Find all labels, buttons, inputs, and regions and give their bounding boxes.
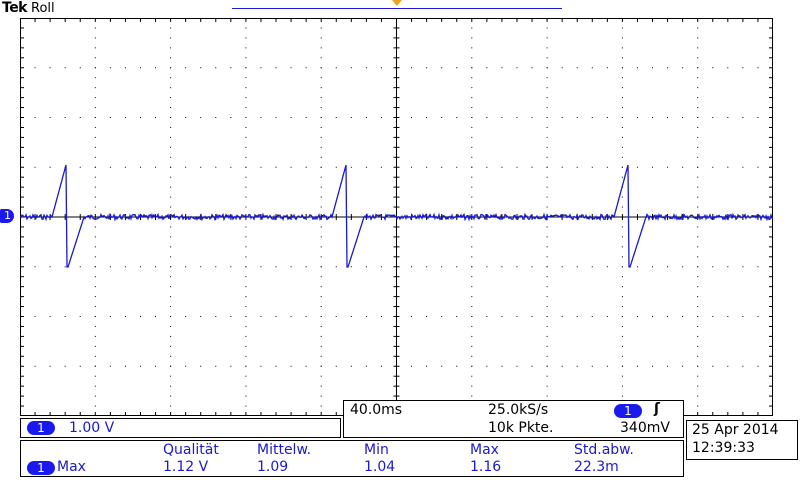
header-stddev: Std.abw. (574, 442, 634, 458)
time-display: 12:39:33 (692, 440, 755, 456)
channel-1-trace (20, 164, 773, 268)
datetime-box: 25 Apr 2014 12:39:33 (686, 420, 798, 460)
sample-rate: 25.0kS/s (488, 402, 549, 418)
value-stddev: 22.3m (574, 459, 619, 475)
trigger-position-marker-icon (392, 0, 402, 6)
value-max: 1.16 (470, 459, 502, 475)
rising-edge-icon: ʃ (654, 401, 660, 417)
trigger-level: 340mV (620, 420, 670, 436)
measurement-type: Max (57, 459, 86, 475)
measurement-box[interactable]: 1 Max Qualität Mittelw. Min Max Std.abw.… (20, 440, 684, 477)
brand-label: Tek Roll (2, 0, 55, 16)
record-position-bar (232, 8, 562, 9)
brand-logo: Tek (2, 0, 28, 16)
channel-1-badge: 1 (27, 421, 55, 435)
waveform-display (20, 18, 773, 416)
channel-1-ground-marker[interactable]: 1 (0, 209, 14, 223)
value-quality: 1.12 V (163, 459, 209, 475)
header-min: Min (364, 442, 389, 458)
measurement-channel-badge: 1 (27, 461, 55, 475)
time-per-division: 40.0ms (350, 402, 403, 418)
channel-scale-box[interactable]: 1 1.00 V (20, 418, 341, 438)
timebase-box[interactable]: 40.0ms 25.0kS/s 10k Pkte. 1 ʃ 340mV (343, 400, 684, 438)
trigger-source-badge: 1 (614, 404, 642, 418)
header-max: Max (470, 442, 499, 458)
header-quality: Qualität (163, 442, 219, 458)
value-min: 1.04 (364, 459, 396, 475)
record-length: 10k Pkte. (488, 420, 554, 436)
acquisition-mode: Roll (31, 1, 55, 16)
value-mean: 1.09 (257, 459, 289, 475)
header-mean: Mittelw. (257, 442, 312, 458)
channel-1-ground-marker-label: 1 (4, 209, 11, 222)
date-display: 25 Apr 2014 (692, 422, 779, 438)
channel-1-scale: 1.00 V (69, 420, 115, 436)
